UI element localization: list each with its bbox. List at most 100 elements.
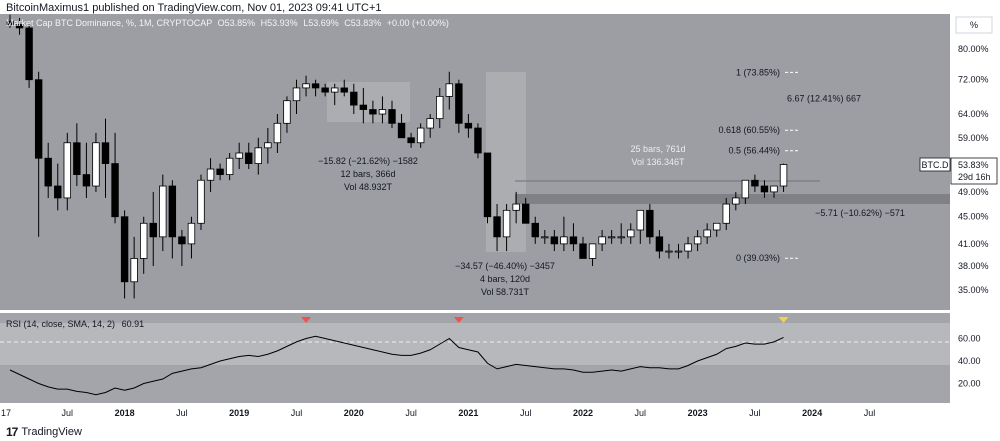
time-axis[interactable]: 17 Jul 2018 Jul 2019 Jul 2020 Jul 2021 Jul 2022 Jul… — [0, 404, 1000, 422]
candle-body — [63, 142, 71, 199]
candle-30 — [292, 79, 301, 115]
candle-body — [92, 142, 100, 187]
candle-5 — [54, 163, 62, 211]
candle-body — [340, 87, 348, 93]
candle-36 — [350, 83, 358, 115]
candle-body — [607, 236, 616, 239]
candle-80 — [770, 185, 778, 198]
candle-33 — [321, 83, 329, 97]
candle-45 — [436, 87, 444, 129]
legend-change: +0.00 (+0.00%) — [387, 18, 449, 28]
candle-body — [311, 83, 320, 89]
price-axis[interactable] — [950, 14, 1000, 404]
candle-4 — [44, 142, 52, 198]
candle-body — [779, 164, 788, 187]
candle-23 — [225, 152, 234, 181]
candle-body — [445, 83, 453, 97]
candle-79 — [760, 180, 769, 198]
candle-29 — [283, 96, 291, 133]
fib-label-0: 1 (73.85%) — [736, 67, 780, 77]
candle-55 — [531, 216, 539, 244]
candle-body — [25, 27, 33, 81]
candle-body — [436, 95, 444, 120]
candle-body — [522, 203, 530, 224]
fib-levels: 1 (73.85%) 6.67 (12.41%) 667 0.618 (60.55%… — [718, 67, 861, 263]
x-tick-15: Jul — [864, 408, 876, 418]
candle-39 — [378, 96, 387, 124]
candle-53 — [512, 191, 520, 224]
x-tick-14: 2024 — [802, 408, 822, 418]
candle-10 — [101, 118, 110, 198]
candle-72 — [693, 229, 702, 252]
x-tick-10: 2022 — [573, 408, 593, 418]
candle-24 — [235, 142, 243, 170]
candle-body — [73, 142, 81, 175]
candle-body — [617, 236, 625, 239]
rsi-signal-marker-2 — [778, 317, 789, 323]
candle-body — [330, 87, 339, 93]
rsi-legend: RSI (14, close, SMA, 14, 2) 60.91 — [6, 319, 144, 329]
candle-body — [674, 250, 683, 253]
rsi-band — [0, 323, 950, 365]
candle-body — [111, 163, 119, 218]
rsi-signal-marker-1 — [453, 317, 464, 323]
x-tick-11: Jul — [635, 408, 647, 418]
candle-37 — [359, 87, 368, 124]
candle-71 — [684, 236, 692, 259]
candle-65 — [627, 223, 635, 244]
candle-body — [569, 236, 578, 245]
candle-51 — [493, 204, 501, 252]
candle-41 — [397, 114, 406, 139]
measure3-line2: Vol 136.346T — [631, 157, 685, 167]
countdown-label: 29d 16h — [958, 172, 991, 182]
candle-body — [426, 118, 434, 129]
x-tick-3: Jul — [176, 408, 188, 418]
candle-22 — [216, 163, 224, 181]
candle-62 — [598, 229, 606, 252]
candle-body — [693, 236, 702, 245]
candle-body — [550, 236, 559, 245]
candle-body — [388, 109, 396, 124]
candle-body — [216, 168, 224, 175]
candle-body — [321, 87, 329, 93]
candle-body — [531, 222, 539, 238]
candle-7 — [73, 123, 81, 187]
candle-body — [627, 229, 635, 238]
candle-44 — [426, 114, 434, 138]
candle-body — [254, 147, 262, 164]
candle-body — [187, 222, 196, 245]
candle-body — [302, 83, 310, 89]
candle-74 — [713, 222, 721, 237]
legend-title: Market Cap BTC Dominance, %, 1M, CRYPTOC… — [6, 18, 449, 28]
candle-body — [149, 222, 157, 238]
candle-body — [407, 137, 415, 144]
candle-body — [54, 185, 62, 199]
candle-8 — [82, 142, 91, 198]
candle-body — [44, 157, 52, 187]
candle-16 — [159, 174, 167, 252]
rsi-tick-0: 60.00 — [958, 334, 981, 344]
candle-body — [770, 185, 778, 193]
candle-body — [292, 87, 301, 102]
candle-body — [378, 109, 387, 115]
candle-32 — [311, 79, 320, 97]
candle-body — [397, 122, 406, 139]
axis-unit-button[interactable] — [955, 16, 993, 34]
candle-body — [120, 216, 129, 283]
candle-1 — [15, 17, 24, 35]
candle-54 — [522, 197, 530, 224]
candle-body — [416, 127, 425, 144]
symbol-badge[interactable] — [919, 157, 951, 172]
candle-2 — [25, 24, 33, 88]
candle-42 — [407, 132, 415, 148]
footer-brand[interactable]: TradingView — [21, 426, 82, 438]
x-tick-7: Jul — [405, 408, 417, 418]
x-tick-1: Jul — [62, 408, 74, 418]
y-tick-6: 45.00% — [958, 212, 989, 222]
main-pane[interactable] — [0, 14, 950, 310]
candle-28 — [273, 114, 282, 153]
measure2-line3: Vol 58.731T — [481, 287, 530, 297]
candle-68 — [655, 229, 664, 259]
candle-56 — [541, 229, 549, 244]
